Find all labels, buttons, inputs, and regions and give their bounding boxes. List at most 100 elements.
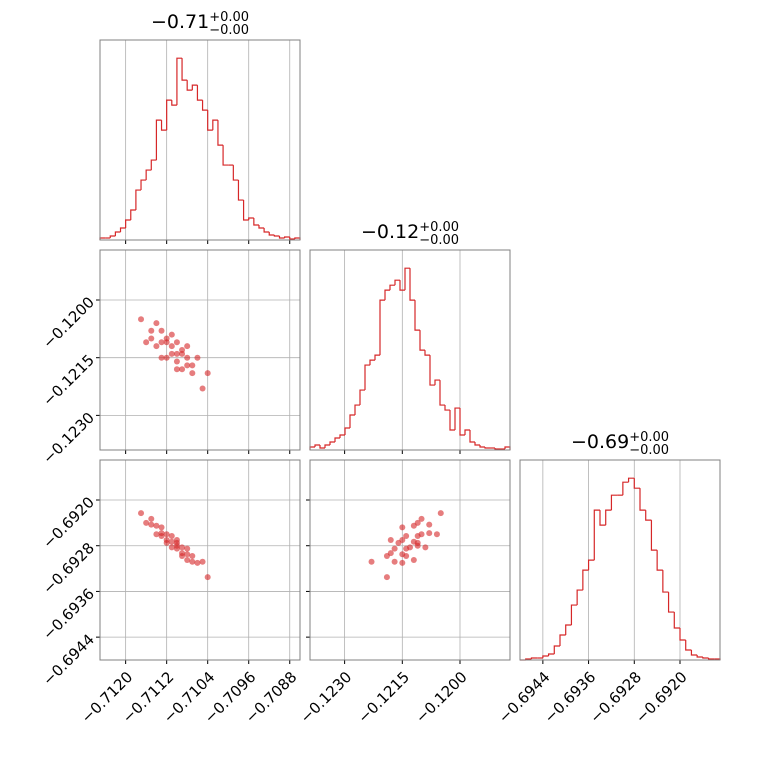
histogram-bin [633,478,640,489]
sample-point [189,553,196,559]
sample-point [387,537,394,543]
histogram-bin [232,165,239,181]
histogram-bin [570,604,578,626]
histogram-bin [130,209,136,221]
histogram-bin [650,520,658,551]
histogram-bin [364,364,370,391]
x-tick-label: −0.1200 [412,668,471,727]
histogram-bin [434,379,440,386]
sample-point [158,524,165,531]
histogram-bin [140,179,147,191]
histogram-bin [196,85,203,101]
histogram-bin [319,445,325,449]
title-err-minus: −0.00 [419,233,459,248]
y-tick-label: −0.1200 [39,293,98,352]
sample-point [391,545,398,552]
histogram-bin [599,510,606,526]
sample-point [184,354,191,361]
histogram-bin [587,559,595,571]
histogram-bin [593,509,600,561]
histogram-bin [359,389,365,406]
title-err-plus: +0.00 [419,220,459,235]
histogram-bin [212,119,218,131]
histogram-bin [429,355,435,386]
sample-point [158,530,165,537]
histogram-bin [459,408,465,436]
sample-point [407,544,413,551]
sample-point [184,551,191,558]
sample-point [168,331,175,338]
histogram-bin [344,427,350,436]
histogram-bin [576,589,583,606]
sample-point [148,515,155,522]
sample-point [179,366,186,373]
sample-point [184,557,191,563]
histogram-bin [150,159,157,171]
sample-point [163,354,170,361]
panel-title: −0.71+0.00 −0.00 [151,10,249,38]
histogram-bin [685,640,692,651]
sample-point [395,539,402,546]
sample-point [418,515,425,522]
histogram-bin [314,444,320,448]
histogram-bin [329,441,335,446]
histogram-bin [444,405,450,411]
sample-point [153,531,160,538]
sample-point [153,320,160,327]
histogram-bin [181,58,188,81]
sample-point [194,354,201,361]
histogram-bin [324,444,330,449]
histogram-bin [656,550,663,571]
sample-point [414,542,421,549]
title-value: −0.12 [361,221,419,243]
histogram-bin [273,235,280,237]
histogram-bin [474,442,480,446]
sample-point [158,327,165,334]
histogram-bin [542,655,549,659]
sample-point [410,557,417,563]
histogram-bin [530,657,538,660]
histogram-bin [479,445,485,448]
histogram-bin [160,120,167,131]
x-tick-label: −0.1215 [354,668,413,727]
sample-point [199,385,206,392]
sample-point [168,533,175,539]
histogram-bin [449,410,455,431]
sample-point [189,370,196,377]
sample-point [184,362,191,369]
histogram-bin [222,145,229,166]
sample-point [168,538,175,545]
title-err-minus: −0.00 [629,443,669,458]
histogram-bin [278,236,285,239]
sample-point [433,531,440,538]
sample-point [410,538,417,545]
histogram-bin [696,655,703,658]
histogram-bin [268,232,275,236]
histogram-bin [582,569,589,591]
title-err-minus: −0.00 [209,23,249,38]
sample-point [204,574,211,581]
sample-point [173,366,180,373]
histogram-bin [384,289,390,301]
histogram-bin [424,350,430,356]
histogram-bin [645,510,652,521]
sample-point [437,510,444,517]
histogram-bin [464,429,470,436]
sample-point [368,558,375,565]
sample-point [383,574,390,581]
histogram-bin [263,228,270,233]
x-tick-label: −0.1230 [297,668,356,727]
panel-title: −0.12+0.00 −0.00 [361,220,459,248]
histogram-bin [284,236,290,239]
sample-point [148,335,155,342]
sample-point [194,559,201,566]
histogram-bin [394,279,400,286]
histogram-bin [339,434,345,439]
histogram-bin [707,658,715,660]
histogram-bin [171,100,177,106]
sample-point [173,542,180,549]
histogram-bin [673,612,680,629]
histogram-bin [135,189,142,211]
histogram-bin [399,280,405,291]
